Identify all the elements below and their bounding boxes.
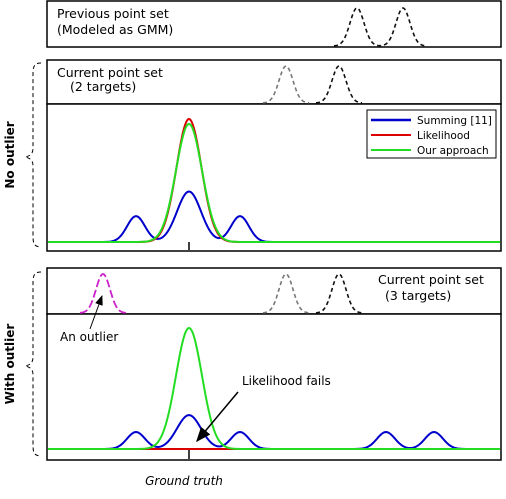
legend-label-summing: Summing [11] xyxy=(417,115,492,127)
legend-label-likelihood: Likelihood xyxy=(417,130,470,142)
with-outlier-brace xyxy=(24,271,42,457)
panel-previous-frame xyxy=(46,0,502,48)
likelihood-fails-arrow xyxy=(196,391,239,443)
legend-label-our-approach: Our approach xyxy=(417,145,489,157)
outlier-annotation: An outlier xyxy=(60,330,118,344)
previous-point-set-subtitle: (Modeled as GMM) xyxy=(57,22,173,37)
no-outlier-current-title: Current point set xyxy=(57,65,163,80)
with-outlier-current-subtitle: (3 targets) xyxy=(385,288,451,303)
panel-no-outlier-current-frame xyxy=(46,59,502,105)
with-outlier-current-title: Current point set xyxy=(378,272,484,287)
with-outlier-comparison-series-our-approach xyxy=(48,326,500,450)
with-outlier-current-gmm-curve-1 xyxy=(262,273,310,314)
no-outlier-current-gmm-curve-0 xyxy=(262,65,310,104)
previous-point-set-gmm-curve-0 xyxy=(333,7,427,47)
no-outlier-current-subtitle: (2 targets) xyxy=(70,79,136,94)
no-outlier-brace xyxy=(24,62,42,248)
with-outlier-current-gmm-curve-2 xyxy=(315,273,363,314)
with-outlier-current-gmm-curve-0 xyxy=(79,273,127,314)
x-axis-label: Ground truth xyxy=(145,474,223,488)
no-outlier-current-gmm-curve-1 xyxy=(315,65,363,104)
outlier-arrow xyxy=(89,295,103,330)
panel-with-outlier-comparison-frame xyxy=(46,313,502,461)
likelihood-fails-annotation: Likelihood fails xyxy=(242,374,331,388)
no-outlier-comparison-series-our-approach xyxy=(48,122,500,243)
with-outlier-group-label: With outlier xyxy=(3,324,17,405)
legend: Summing [11] Likelihood Our approach xyxy=(366,109,497,159)
previous-point-set-title: Previous point set xyxy=(57,6,169,21)
panel-with-outlier-current-frame xyxy=(46,267,502,315)
no-outlier-group-label: No outlier xyxy=(3,121,17,188)
curves-layer xyxy=(48,7,500,450)
